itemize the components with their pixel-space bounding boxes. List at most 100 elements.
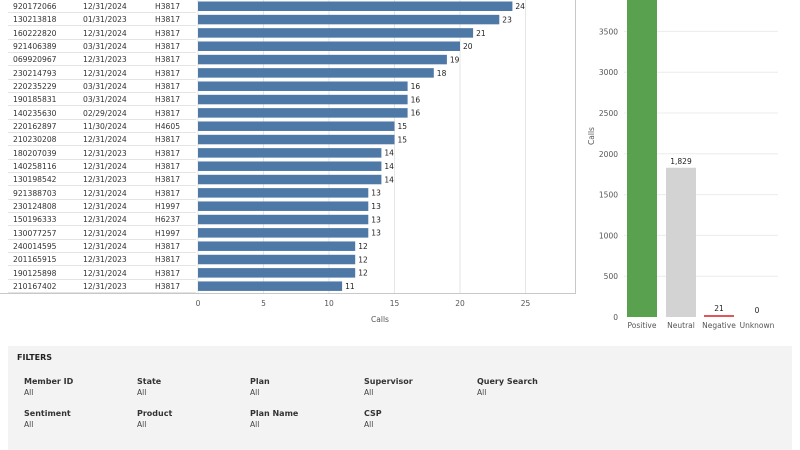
table-row[interactable]: 130198542 12/31/2023 H3817 bbox=[8, 173, 196, 187]
filter-label: CSP bbox=[364, 409, 382, 418]
table-row[interactable]: 130077257 12/31/2024 H1997 bbox=[8, 227, 196, 240]
table-row[interactable]: 190185831 03/31/2024 H3817 bbox=[8, 93, 196, 107]
table-row[interactable]: 160222820 12/31/2024 H3817 bbox=[8, 27, 196, 40]
bar-190185831[interactable] bbox=[198, 94, 408, 105]
date-cell: 12/31/2024 bbox=[83, 215, 127, 225]
x-tick-label: 20 bbox=[455, 299, 465, 308]
table-row[interactable]: 230214793 12/31/2024 H3817 bbox=[8, 67, 196, 80]
filter-value[interactable]: All bbox=[364, 388, 374, 397]
table-row[interactable]: 140258116 12/31/2024 H3817 bbox=[8, 160, 196, 173]
table-row[interactable]: 921388703 12/31/2024 H3817 bbox=[8, 187, 196, 200]
bar-920172066[interactable] bbox=[198, 1, 513, 12]
filter-label: State bbox=[137, 377, 162, 386]
bar-230214793[interactable] bbox=[198, 68, 434, 78]
filter-member-id[interactable]: Member ID All bbox=[24, 377, 129, 398]
bar-130077257[interactable] bbox=[198, 228, 369, 238]
filter-value[interactable]: All bbox=[24, 420, 34, 429]
date-cell: 11/30/2024 bbox=[83, 121, 127, 131]
bar-190125898[interactable] bbox=[198, 268, 356, 278]
member-calls-bar-chart: 0 5 10 15 20 25242321201918161616151514141413… bbox=[196, 0, 530, 324]
filter-state[interactable]: State All bbox=[137, 377, 242, 398]
table-row[interactable]: 220235229 03/31/2024 H3817 bbox=[8, 80, 196, 93]
bar-130198542[interactable] bbox=[198, 174, 382, 185]
filter-value[interactable]: All bbox=[250, 388, 260, 397]
sentiment-bar-negative[interactable] bbox=[704, 315, 734, 317]
bar-160222820[interactable] bbox=[198, 28, 474, 38]
bar-value-label: 18 bbox=[437, 69, 447, 78]
table-row[interactable]: 230124808 12/31/2024 H1997 bbox=[8, 200, 196, 213]
date-cell: 03/31/2024 bbox=[83, 95, 127, 105]
bar-value-label: 11 bbox=[345, 282, 355, 291]
member-id-cell: 220235229 bbox=[13, 81, 57, 91]
table-row[interactable]: 201165915 12/31/2023 H3817 bbox=[8, 253, 196, 267]
filters-panel: FILTERS Member ID All State All Plan All Super… bbox=[8, 346, 792, 450]
bar-150196333[interactable] bbox=[198, 214, 369, 225]
filter-value[interactable]: All bbox=[250, 420, 260, 429]
bar-069920967[interactable] bbox=[198, 54, 447, 65]
member-id-cell: 150196333 bbox=[13, 215, 57, 225]
table-row[interactable]: 190125898 12/31/2024 H3817 bbox=[8, 267, 196, 280]
filter-supervisor[interactable]: Supervisor All bbox=[364, 377, 469, 398]
bar-140235630[interactable] bbox=[198, 108, 408, 118]
table-row[interactable]: 130213818 01/31/2023 H3817 bbox=[8, 13, 196, 27]
table-row[interactable]: 150196333 12/31/2024 H6237 bbox=[8, 213, 196, 227]
bar-140258116[interactable] bbox=[198, 161, 382, 171]
member-id-cell: 130077257 bbox=[13, 228, 57, 238]
date-cell: 12/31/2024 bbox=[83, 201, 127, 211]
filter-value[interactable]: All bbox=[137, 388, 147, 397]
bar-210167402[interactable] bbox=[198, 281, 343, 291]
table-row[interactable]: 210167402 12/31/2023 H3817 bbox=[8, 280, 196, 293]
sentiment-category-label: Positive bbox=[628, 321, 657, 330]
date-cell: 12/31/2024 bbox=[83, 188, 127, 198]
filter-plan-name[interactable]: Plan Name All bbox=[250, 409, 355, 430]
bar-230124808[interactable] bbox=[198, 201, 369, 211]
filter-value[interactable]: All bbox=[477, 388, 487, 397]
table-row[interactable]: 921406389 03/31/2024 H3817 bbox=[8, 40, 196, 53]
table-row[interactable]: 920172066 12/31/2024 H3817 bbox=[8, 0, 196, 13]
plan-cell: H3817 bbox=[155, 241, 181, 251]
table-row[interactable]: 210230208 12/31/2024 H3817 bbox=[8, 133, 196, 147]
x-axis-title: Calls bbox=[371, 315, 389, 324]
bar-value-label: 16 bbox=[411, 82, 421, 91]
filter-label: Member ID bbox=[24, 377, 74, 386]
y-tick-label: 2500 bbox=[599, 109, 618, 118]
sentiment-bar-positive[interactable] bbox=[627, 0, 657, 317]
filter-query-search[interactable]: Query Search All bbox=[477, 377, 582, 398]
member-id-cell: 160222820 bbox=[13, 28, 57, 38]
filter-csp[interactable]: CSP All bbox=[364, 409, 469, 430]
member-id-cell: 240014595 bbox=[13, 241, 57, 251]
date-cell: 12/31/2024 bbox=[83, 28, 127, 38]
date-cell: 12/31/2023 bbox=[83, 281, 127, 291]
date-cell: 12/31/2024 bbox=[83, 68, 127, 78]
plan-cell: H3817 bbox=[155, 2, 181, 11]
date-cell: 12/31/2023 bbox=[83, 148, 127, 158]
table-row[interactable]: 180207039 12/31/2023 H3817 bbox=[8, 147, 196, 160]
filter-value[interactable]: All bbox=[364, 420, 374, 429]
x-tick-label: 10 bbox=[324, 299, 334, 308]
y-tick-label: 1000 bbox=[599, 231, 618, 240]
plan-cell: H3817 bbox=[155, 55, 181, 65]
bar-210230208[interactable] bbox=[198, 134, 395, 145]
bar-180207039[interactable] bbox=[198, 148, 382, 158]
x-tick-label: 0 bbox=[196, 299, 201, 308]
table-row[interactable]: 240014595 12/31/2024 H3817 bbox=[8, 240, 196, 253]
table-row[interactable]: 069920967 12/31/2023 H3817 bbox=[8, 53, 196, 67]
filter-value[interactable]: All bbox=[137, 420, 147, 429]
date-cell: 12/31/2023 bbox=[83, 255, 127, 265]
bar-220162897[interactable] bbox=[198, 121, 395, 131]
bar-201165915[interactable] bbox=[198, 254, 356, 265]
filter-product[interactable]: Product All bbox=[137, 409, 242, 430]
member-calls-panel: 920172066 12/31/2024 H3817 130213818 01/31/2… bbox=[0, 0, 576, 294]
bar-130213818[interactable] bbox=[198, 14, 500, 25]
table-row[interactable]: 140235630 02/29/2024 H3817 bbox=[8, 107, 196, 120]
filter-sentiment[interactable]: Sentiment All bbox=[24, 409, 129, 430]
sentiment-bar-neutral[interactable] bbox=[666, 167, 696, 317]
table-row[interactable]: 220162897 11/30/2024 H4605 bbox=[8, 120, 196, 133]
bar-921406389[interactable] bbox=[198, 41, 460, 51]
member-id-cell: 130198542 bbox=[13, 175, 57, 185]
bar-220235229[interactable] bbox=[198, 81, 408, 91]
bar-240014595[interactable] bbox=[198, 241, 356, 251]
bar-921388703[interactable] bbox=[198, 188, 369, 198]
filter-value[interactable]: All bbox=[24, 388, 34, 397]
filter-plan[interactable]: Plan All bbox=[250, 377, 355, 398]
